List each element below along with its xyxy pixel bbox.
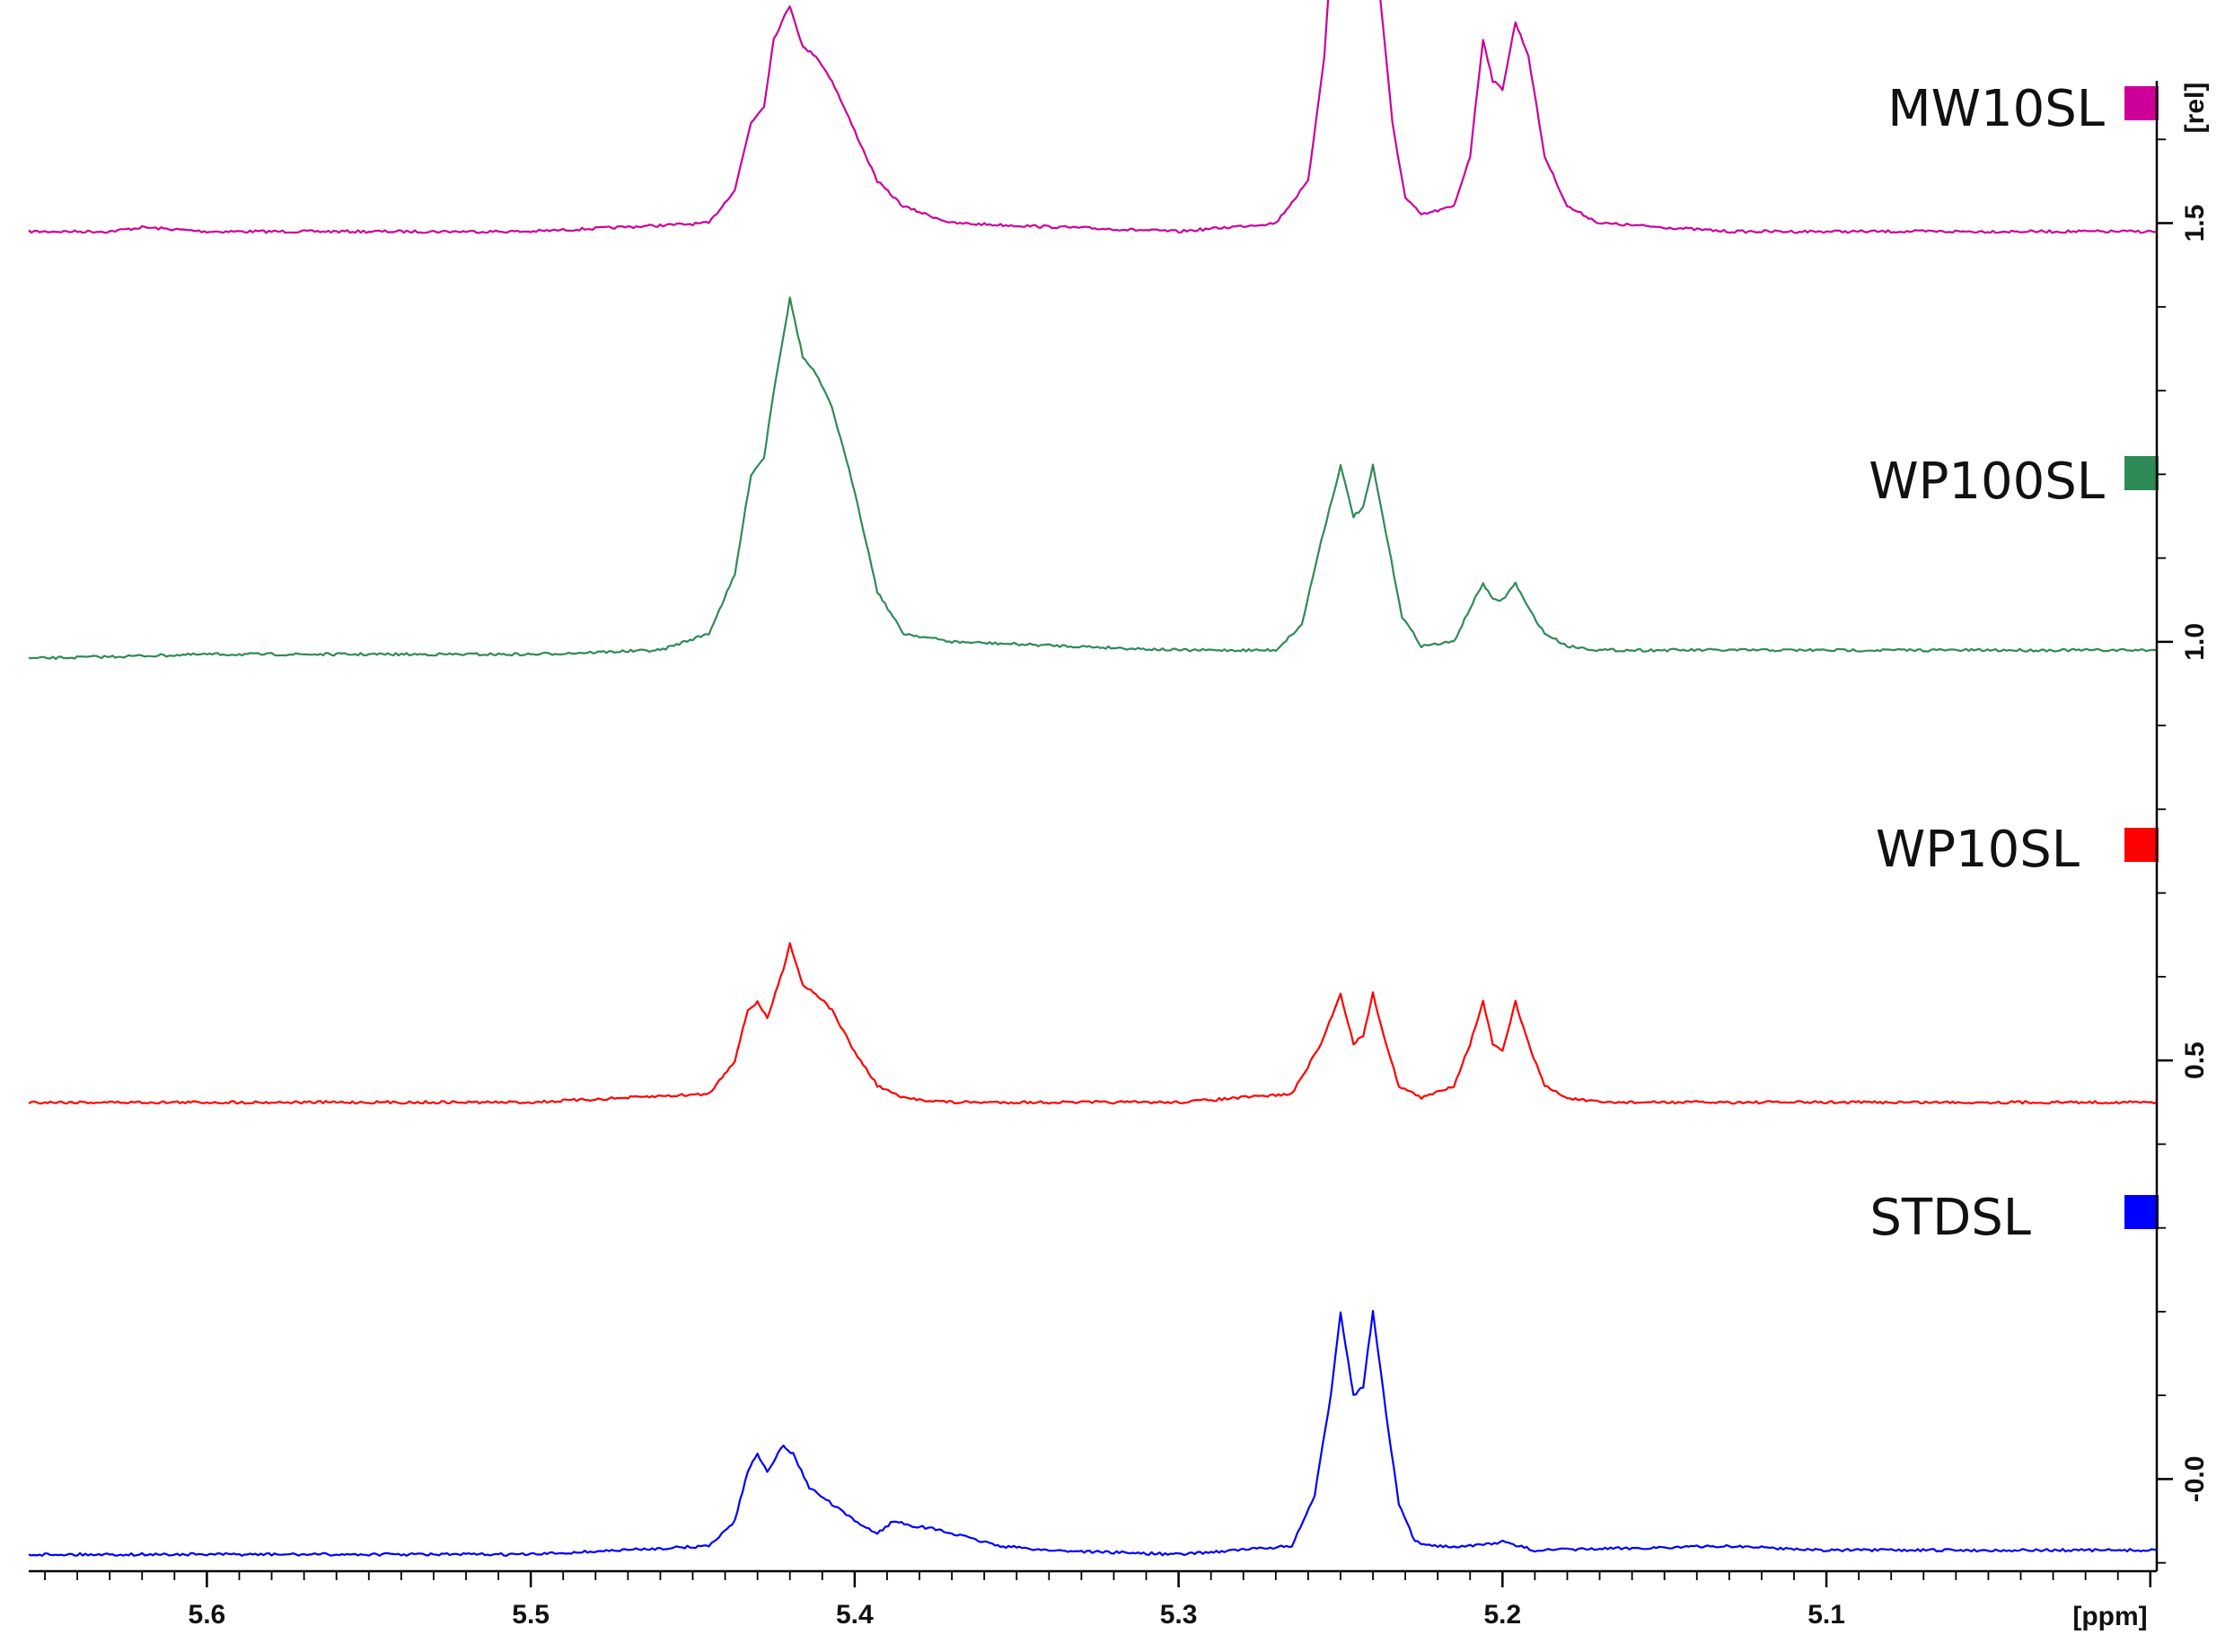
legend-label-stdsl: STDSL <box>1869 1189 2031 1247</box>
x-tick-label: 5.6 <box>189 1600 226 1630</box>
legend-label-wp100sl: WP100SL <box>1869 453 2105 511</box>
legend: MW10SL WP100SL WP10SL STDSL <box>1869 80 2159 1247</box>
y-tick-label: -0.0 <box>2180 1456 2210 1503</box>
x-tick-label: 5.2 <box>1483 1600 1521 1630</box>
series-layer <box>28 0 2158 1557</box>
series-line-wp100sl <box>28 296 2158 661</box>
y-tick-label: 0.5 <box>2180 1041 2210 1079</box>
series-line-mw10sl <box>28 0 2158 234</box>
legend-swatch-wp100sl <box>2124 456 2159 490</box>
x-tick-label: 5.5 <box>512 1600 550 1630</box>
x-tick-label: 5.3 <box>1160 1600 1198 1630</box>
legend-label-wp10sl: WP10SL <box>1876 821 2080 879</box>
legend-swatch-stdsl <box>2124 1195 2159 1229</box>
axes: 5.6 5.5 5.4 5.3 5.2 5.1 [ppm] -0.0 0.5 1.0 1.5 [rel… <box>29 81 2210 1631</box>
y-tick-label: 1.5 <box>2180 205 2210 242</box>
x-tick-label: 5.1 <box>1807 1600 1845 1630</box>
series-line-stdsl <box>28 1309 2158 1557</box>
legend-swatch-wp10sl <box>2124 828 2159 862</box>
x-tick-label: 5.4 <box>836 1600 874 1630</box>
y-axis-label: [rel] <box>2180 83 2210 134</box>
legend-label-mw10sl: MW10SL <box>1887 80 2105 138</box>
x-axis-label: [ppm] <box>2072 1602 2147 1631</box>
legend-swatch-mw10sl <box>2124 86 2159 120</box>
y-tick-label: 1.0 <box>2180 623 2210 661</box>
series-line-wp10sl <box>28 942 2158 1105</box>
